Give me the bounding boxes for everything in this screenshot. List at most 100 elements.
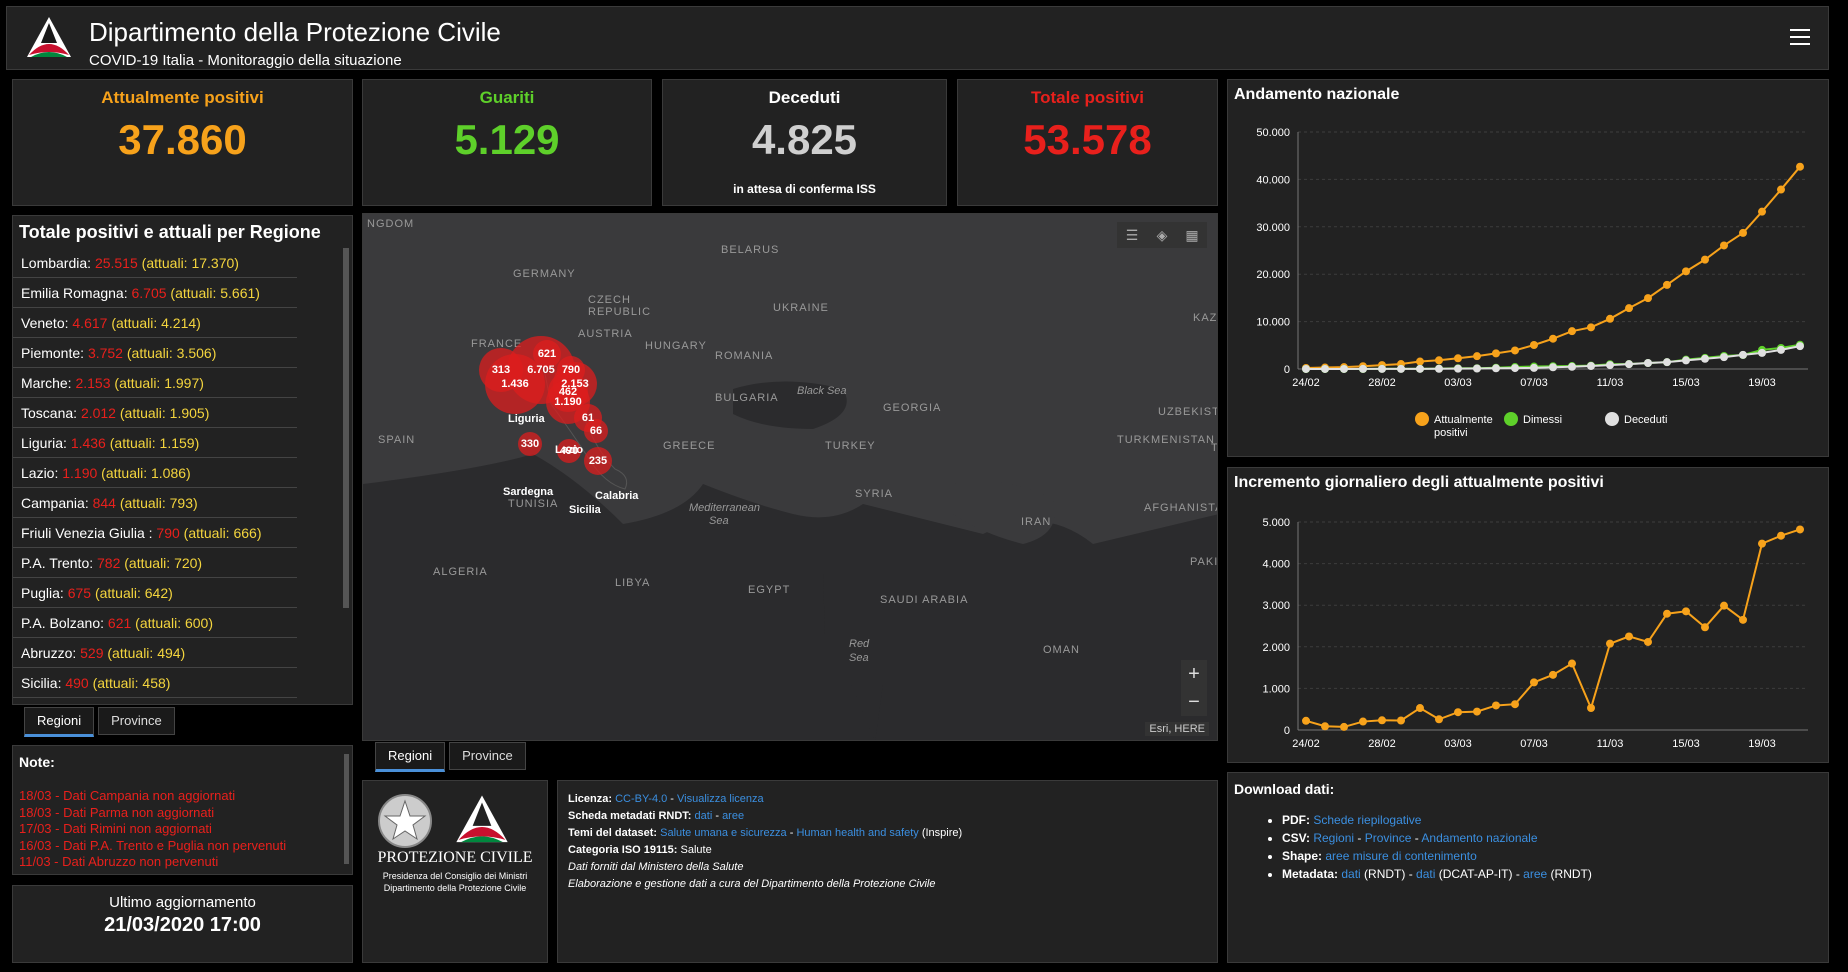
data-point[interactable] <box>1454 354 1462 363</box>
region-row[interactable]: Lazio: 1.190 (attuali: 1.086) <box>13 458 297 488</box>
data-point[interactable] <box>1758 207 1766 216</box>
zoom-in-button[interactable]: + <box>1188 663 1200 685</box>
map-case-marker[interactable] <box>584 447 612 475</box>
themes-link-b[interactable]: Human health and safety <box>796 827 919 839</box>
data-point[interactable] <box>1568 327 1576 336</box>
data-point[interactable] <box>1739 350 1747 359</box>
data-point[interactable] <box>1701 354 1709 363</box>
tab-regioni[interactable]: Regioni <box>24 707 95 737</box>
region-row[interactable]: Liguria: 1.436 (attuali: 1.159) <box>13 428 297 458</box>
data-point[interactable] <box>1321 722 1329 731</box>
legend-marker[interactable] <box>1504 412 1518 426</box>
data-point[interactable] <box>1568 362 1576 371</box>
data-point[interactable] <box>1796 525 1804 534</box>
map-attribution[interactable]: Esri, HERE <box>1145 722 1209 736</box>
data-point[interactable] <box>1739 228 1747 237</box>
legend-label[interactable]: Attualmente positivi <box>1434 414 1493 439</box>
data-point[interactable] <box>1644 294 1652 303</box>
download-link[interactable]: Regioni <box>1313 831 1355 845</box>
data-point[interactable] <box>1777 345 1785 354</box>
data-point[interactable] <box>1720 601 1728 610</box>
region-row[interactable]: P.A. Trento: 782 (attuali: 720) <box>13 548 297 578</box>
map-tab-province[interactable]: Province <box>449 742 526 770</box>
region-row[interactable]: Piemonte: 3.752 (attuali: 3.506) <box>13 338 297 368</box>
data-point[interactable] <box>1758 539 1766 548</box>
data-point[interactable] <box>1720 353 1728 362</box>
data-point[interactable] <box>1511 364 1519 373</box>
data-point[interactable] <box>1701 255 1709 264</box>
data-point[interactable] <box>1435 356 1443 365</box>
tab-province[interactable]: Province <box>98 707 175 735</box>
data-point[interactable] <box>1549 334 1557 343</box>
hamburger-menu-icon[interactable] <box>1790 29 1810 47</box>
data-point[interactable] <box>1340 722 1348 731</box>
region-row[interactable]: Toscana: 2.012 (attuali: 1.905) <box>13 398 297 428</box>
data-point[interactable] <box>1492 364 1500 373</box>
region-row[interactable]: Puglia: 675 (attuali: 642) <box>13 578 297 608</box>
legend-list-icon[interactable]: ☰ <box>1125 227 1139 243</box>
data-point[interactable] <box>1758 348 1766 357</box>
data-point[interactable] <box>1625 632 1633 641</box>
data-point[interactable] <box>1682 607 1690 616</box>
data-point[interactable] <box>1606 314 1614 323</box>
region-row[interactable]: Friuli Venezia Giulia : 790 (attuali: 66… <box>13 518 297 548</box>
data-point[interactable] <box>1739 615 1747 624</box>
legend-marker[interactable] <box>1605 412 1619 426</box>
region-row[interactable]: Marche: 2.153 (attuali: 1.997) <box>13 368 297 398</box>
data-point[interactable] <box>1644 358 1652 367</box>
data-point[interactable] <box>1606 639 1614 648</box>
basemap-grid-icon[interactable]: ▦ <box>1185 227 1199 243</box>
data-point[interactable] <box>1587 703 1595 712</box>
data-point[interactable] <box>1625 360 1633 369</box>
download-link[interactable]: aree <box>1523 867 1548 881</box>
download-link[interactable]: Schede riepilogative <box>1313 813 1422 827</box>
data-point[interactable] <box>1777 531 1785 540</box>
data-point[interactable] <box>1435 715 1443 724</box>
view-license-link[interactable]: Visualizza licenza <box>677 793 764 805</box>
data-point[interactable] <box>1454 708 1462 717</box>
data-point[interactable] <box>1416 704 1424 713</box>
data-point[interactable] <box>1435 364 1443 373</box>
data-point[interactable] <box>1625 304 1633 313</box>
data-point[interactable] <box>1777 185 1785 194</box>
data-point[interactable] <box>1549 363 1557 372</box>
data-point[interactable] <box>1359 364 1367 373</box>
legend-label[interactable]: Dimessi <box>1523 414 1562 426</box>
data-point[interactable] <box>1663 280 1671 289</box>
data-point[interactable] <box>1530 341 1538 350</box>
data-point[interactable] <box>1416 364 1424 373</box>
themes-link-a[interactable]: Salute umana e sicurezza <box>660 827 787 839</box>
data-point[interactable] <box>1568 659 1576 668</box>
region-row[interactable]: Emilia Romagna: 6.705 (attuali: 5.661) <box>13 278 297 308</box>
notes-scrollbar[interactable] <box>344 754 349 864</box>
data-point[interactable] <box>1511 700 1519 709</box>
data-point[interactable] <box>1663 609 1671 618</box>
data-point[interactable] <box>1397 716 1405 725</box>
data-point[interactable] <box>1321 364 1329 373</box>
data-point[interactable] <box>1530 363 1538 372</box>
data-point[interactable] <box>1796 162 1804 171</box>
region-row[interactable]: P.A. Bolzano: 621 (attuali: 600) <box>13 608 297 638</box>
data-point[interactable] <box>1511 346 1519 355</box>
data-point[interactable] <box>1701 623 1709 632</box>
data-point[interactable] <box>1606 361 1614 370</box>
regions-scrollbar[interactable] <box>343 248 349 608</box>
region-row[interactable]: Lombardia: 25.515 (attuali: 17.370) <box>13 248 297 278</box>
data-point[interactable] <box>1378 716 1386 725</box>
data-point[interactable] <box>1473 364 1481 373</box>
region-row[interactable]: Veneto: 4.617 (attuali: 4.214) <box>13 308 297 338</box>
data-point[interactable] <box>1663 358 1671 367</box>
data-point[interactable] <box>1644 637 1652 646</box>
data-point[interactable] <box>1416 357 1424 366</box>
data-point[interactable] <box>1454 364 1462 373</box>
data-point[interactable] <box>1340 364 1348 373</box>
data-point[interactable] <box>1587 362 1595 371</box>
map-tab-regioni[interactable]: Regioni <box>375 742 446 772</box>
data-point[interactable] <box>1492 701 1500 710</box>
data-point[interactable] <box>1359 717 1367 726</box>
region-row[interactable]: Sicilia: 490 (attuali: 458) <box>13 668 297 698</box>
legend-marker[interactable] <box>1415 412 1429 426</box>
download-link[interactable]: dati <box>1341 867 1361 881</box>
data-point[interactable] <box>1587 323 1595 332</box>
